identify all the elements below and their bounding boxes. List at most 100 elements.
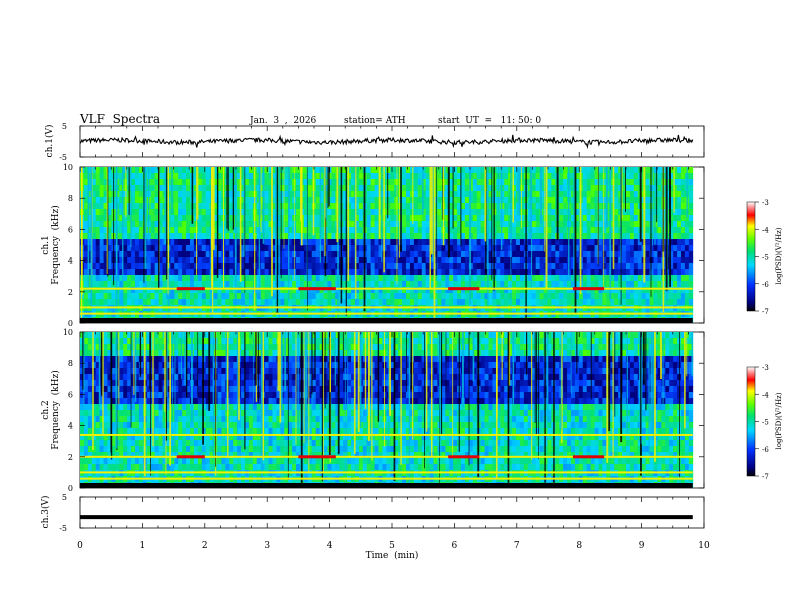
sferic-streak: [422, 167, 424, 215]
spectrogram-cell: [284, 185, 289, 192]
spectrogram-cell: [87, 350, 93, 357]
spectrogram-cell: [441, 281, 446, 288]
spectrogram-cell: [571, 245, 576, 252]
spectrogram-cell: [539, 275, 544, 282]
spectrogram-cell: [504, 203, 509, 210]
spectrogram-cell: [358, 185, 364, 192]
spectrogram-cell: [464, 185, 470, 192]
spectrogram-cell: [574, 185, 580, 192]
spectrogram-cell: [354, 239, 360, 246]
spectrogram-cell: [354, 209, 360, 216]
spectrogram-cell: [512, 251, 517, 258]
spectrogram-cell: [268, 233, 273, 240]
spectrogram-cell: [429, 299, 434, 306]
spectrogram-cell: [319, 185, 324, 192]
spectrogram-cell: [87, 245, 93, 252]
sferic-streak: [452, 167, 454, 229]
spectrogram-cell: [606, 293, 611, 300]
spectrogram-cell: [480, 245, 485, 252]
spectrogram-cell: [107, 245, 112, 252]
spectrogram-cell: [586, 275, 592, 282]
spectrogram-cell: [449, 203, 454, 210]
spectrogram-cell: [87, 293, 93, 300]
spectrogram-cell: [186, 227, 191, 234]
spectrogram-cell: [123, 356, 128, 363]
spectrogram-cell: [95, 269, 101, 276]
spectrogram-cell: [535, 356, 540, 363]
spectrogram-cell: [248, 173, 254, 180]
spectrogram-cell: [174, 338, 179, 345]
spectrogram-cell: [87, 338, 93, 345]
spectrogram-cell: [645, 245, 650, 252]
spectrogram-cell: [351, 263, 356, 270]
spectrogram-cell: [248, 350, 254, 357]
spectrogram-cell: [174, 344, 179, 351]
spectrogram-cell: [394, 332, 399, 339]
spectrogram-cell: [669, 251, 674, 258]
spectrogram-cell: [225, 215, 230, 222]
spectrogram-cell: [547, 215, 552, 222]
spectrogram-cell: [504, 197, 509, 204]
spectrogram-cell: [488, 215, 493, 222]
spectrogram-cell: [83, 227, 89, 234]
spectrogram-cell: [673, 269, 678, 276]
spectrogram-cell: [80, 344, 85, 351]
spectrogram-cell: [657, 263, 662, 270]
spectrogram-cell: [551, 203, 556, 210]
spectrogram-cell: [335, 344, 340, 351]
spectrogram-cell: [559, 215, 564, 222]
spectrogram-cell: [398, 281, 403, 288]
spectrogram-cell: [472, 350, 478, 357]
spectrogram-cell: [95, 233, 101, 240]
spectrogram-cell: [119, 221, 124, 228]
spectrogram-cell: [496, 227, 501, 234]
spectrogram-cell: [625, 203, 631, 210]
spectrogram-cell: [453, 257, 458, 264]
spectrogram-cell: [87, 239, 93, 246]
spectrogram-cell: [134, 233, 140, 240]
spectrogram-cell: [586, 344, 592, 351]
spectrogram-cell: [390, 269, 395, 276]
spectrogram-cell: [480, 263, 485, 270]
spectrogram-cell: [567, 350, 572, 357]
spectrogram-cell: [280, 203, 285, 210]
spectrogram-cell: [146, 239, 152, 246]
spectrogram-cell: [107, 332, 112, 339]
spectrogram-cell: [213, 287, 218, 294]
spectrogram-cell: [303, 293, 309, 300]
spectrogram-cell: [182, 197, 187, 204]
spectrogram-cell: [598, 209, 603, 216]
spectrogram-cell: [182, 299, 187, 306]
spectrogram-cell: [645, 203, 650, 210]
spectrogram-cell: [307, 197, 313, 204]
spectrogram-cell: [476, 185, 482, 192]
spectrogram-cell: [150, 269, 156, 276]
narrowband-line: [80, 306, 693, 309]
spectrogram-cell: [657, 209, 662, 216]
spectrogram-cell: [622, 356, 627, 363]
spectrogram-cell: [225, 197, 230, 204]
spectrogram-cell: [645, 233, 650, 240]
spectrogram-cell: [248, 257, 254, 264]
spectrogram-cell: [618, 275, 623, 282]
spectrogram-cell: [425, 173, 430, 180]
spectrogram-cell: [500, 287, 505, 294]
spectrogram-cell: [174, 356, 179, 363]
spectrogram-cell: [586, 173, 592, 180]
spectrogram-cell: [480, 173, 485, 180]
sferic-streak: [191, 167, 194, 224]
spectrogram-cell: [657, 281, 662, 288]
spectrogram-cell: [134, 203, 140, 210]
spectrogram-cell: [87, 275, 93, 282]
spectrogram-cell: [527, 275, 533, 282]
spectrogram-cell: [649, 233, 654, 240]
spectrogram-cell: [358, 167, 364, 174]
spectrogram-cell: [248, 167, 254, 174]
spectrogram-cell: [237, 227, 242, 234]
spectrogram-cell: [244, 338, 250, 345]
spectrogram-cell: [103, 221, 108, 228]
spectrogram-cell: [688, 173, 694, 180]
spectrogram-cell: [264, 299, 269, 306]
spectrogram-cell: [602, 185, 607, 192]
spectrogram-cell: [641, 299, 647, 306]
